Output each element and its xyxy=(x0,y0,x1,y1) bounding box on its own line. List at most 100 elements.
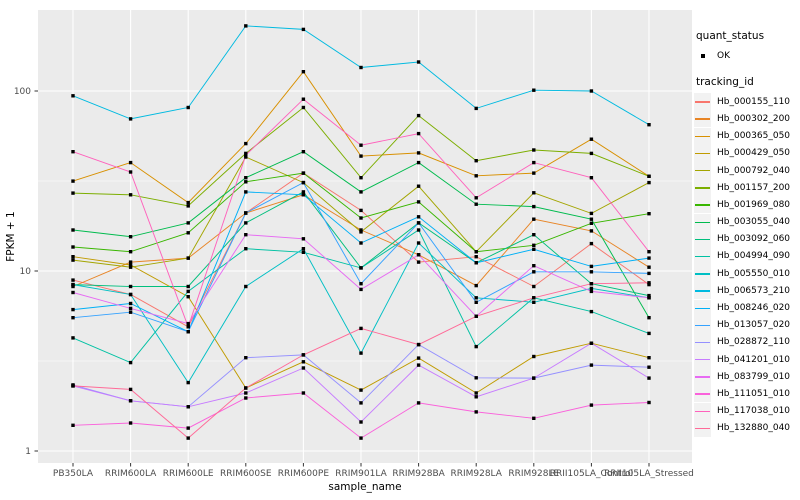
plot-panel xyxy=(38,10,692,463)
data-point xyxy=(359,420,363,424)
data-point xyxy=(128,387,133,392)
data-point xyxy=(128,360,133,365)
data-point xyxy=(589,211,594,216)
y-axis-title: FPKM + 1 xyxy=(5,211,17,261)
legend-quant-title: quant_status xyxy=(696,30,765,42)
data-point xyxy=(416,363,421,367)
data-point xyxy=(128,421,133,425)
data-point xyxy=(416,401,421,405)
legend-item-label: Hb_000302_200 xyxy=(717,113,791,124)
y-tick-label: 1 xyxy=(25,447,31,457)
data-point xyxy=(532,354,536,359)
data-point xyxy=(71,191,75,195)
data-point xyxy=(589,221,594,225)
legend-tracking-title: tracking_id xyxy=(696,76,754,89)
data-point xyxy=(301,360,306,364)
data-point xyxy=(359,154,363,158)
line-swatch-icon xyxy=(694,351,711,369)
data-point xyxy=(416,215,421,219)
data-point xyxy=(532,160,536,165)
legend-item-Hb_083799_010: Hb_083799_010 xyxy=(694,368,800,386)
data-point xyxy=(532,270,536,274)
data-point xyxy=(244,151,248,156)
legend-item-label: Hb_003092_060 xyxy=(717,234,791,245)
data-point xyxy=(474,300,478,304)
data-point xyxy=(359,176,363,180)
filled-square-icon xyxy=(694,47,711,64)
data-point xyxy=(647,331,651,336)
legend-item-Hb_028872_110: Hb_028872_110 xyxy=(694,333,800,351)
legend-item-label: Hb_111051_010 xyxy=(717,388,791,399)
data-point xyxy=(474,159,478,163)
data-point xyxy=(128,301,133,306)
data-point xyxy=(359,388,363,392)
data-point xyxy=(474,283,478,288)
data-point xyxy=(71,179,75,183)
data-point xyxy=(532,191,536,195)
data-point xyxy=(647,281,651,285)
data-point xyxy=(474,196,478,200)
x-tick-label: RRII105LA_Stressed xyxy=(604,469,694,479)
x-tick-label: RRIM901LA xyxy=(335,469,387,479)
data-point xyxy=(359,241,363,245)
line-swatch-icon xyxy=(694,127,711,145)
data-point xyxy=(416,221,421,225)
data-point xyxy=(244,221,248,225)
data-point xyxy=(301,366,306,370)
data-point xyxy=(301,171,306,175)
data-point xyxy=(416,228,421,232)
data-point xyxy=(301,105,306,110)
data-point xyxy=(128,292,133,297)
data-point xyxy=(589,137,594,141)
data-point xyxy=(589,229,594,233)
data-point xyxy=(647,271,651,276)
y-tick-label: 100 xyxy=(14,87,31,97)
data-point xyxy=(474,410,478,414)
data-point xyxy=(128,160,133,165)
line-swatch-icon xyxy=(694,213,711,231)
data-point xyxy=(244,391,248,395)
x-tick-label: RRIM600SE xyxy=(220,469,272,479)
data-point xyxy=(532,247,536,251)
data-point xyxy=(589,217,594,221)
data-point xyxy=(359,326,363,331)
data-point xyxy=(647,265,651,269)
legend-item-label: Hb_004994_090 xyxy=(717,251,791,262)
data-point xyxy=(244,24,248,28)
x-tick-label: RRII105LA_Control xyxy=(550,469,633,479)
data-point xyxy=(647,376,651,380)
legend-item-Hb_004994_090: Hb_004994_090 xyxy=(694,247,800,265)
data-point xyxy=(589,363,594,367)
data-point xyxy=(416,356,421,360)
line-swatch-icon xyxy=(694,316,711,334)
data-point xyxy=(301,70,306,74)
data-point xyxy=(359,228,363,232)
x-tick-label: RRIM600LA xyxy=(105,469,157,479)
legend-item-label: Hb_000429_050 xyxy=(717,148,791,159)
data-point xyxy=(589,89,594,93)
data-point xyxy=(71,290,75,295)
data-point xyxy=(186,105,190,110)
legend-item-label: Hb_041201_010 xyxy=(717,354,791,365)
legend-item-Hb_117038_010: Hb_117038_010 xyxy=(694,402,800,420)
data-point xyxy=(244,386,248,390)
data-point xyxy=(359,282,363,286)
data-point xyxy=(128,250,133,254)
data-point xyxy=(589,286,594,291)
data-point xyxy=(416,160,421,165)
data-point xyxy=(589,176,594,180)
data-point xyxy=(71,94,75,98)
data-point xyxy=(474,106,478,111)
data-point xyxy=(474,391,478,395)
legend-item-label: Hb_008246_020 xyxy=(717,303,791,314)
data-point xyxy=(589,282,594,286)
data-point xyxy=(532,243,536,247)
data-point xyxy=(532,300,536,304)
legend-item-label: Hb_001969_080 xyxy=(717,199,791,210)
data-point xyxy=(244,284,248,289)
data-point xyxy=(71,282,75,287)
data-point xyxy=(532,233,536,237)
legend: quant_status OK tracking_id Hb_000155_11… xyxy=(694,30,800,449)
data-point xyxy=(244,180,248,184)
data-point xyxy=(589,264,594,269)
